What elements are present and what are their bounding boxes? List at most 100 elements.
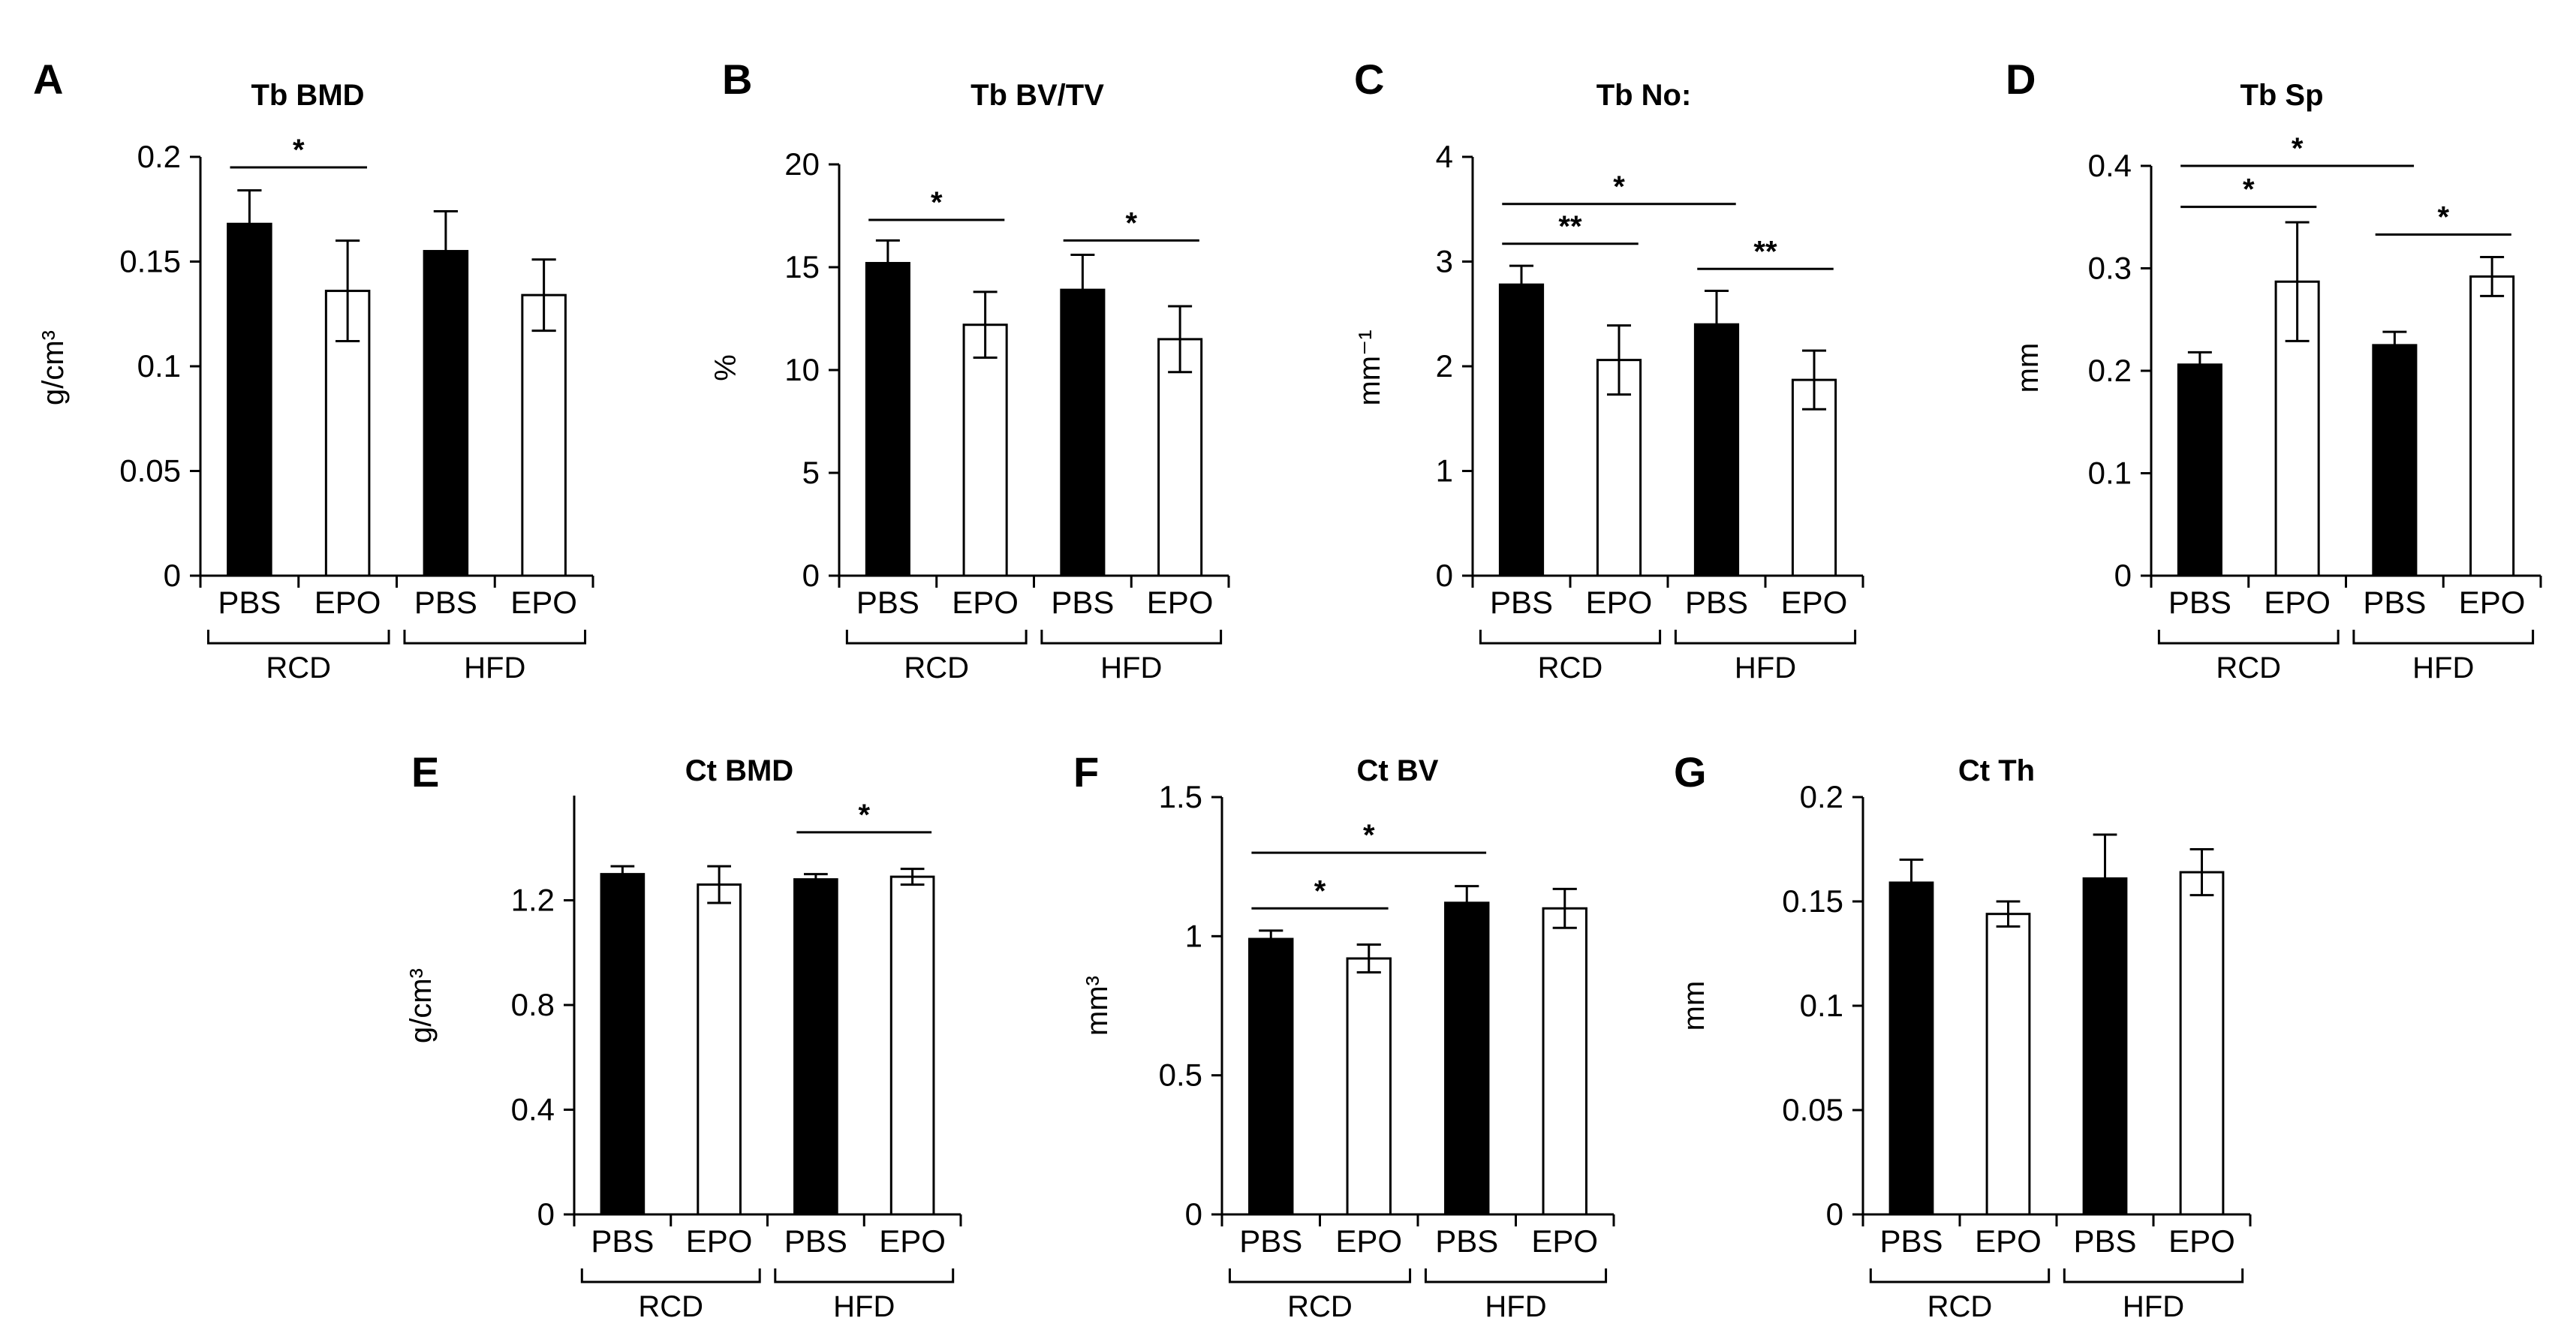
y-tick-label: 0.1 (2088, 456, 2132, 491)
bar-pbs (2177, 363, 2222, 577)
bar-pbs (1693, 323, 1740, 577)
y-tick-label: 1.5 (1159, 779, 1202, 814)
x-category-label: PBS (1685, 585, 1748, 620)
significance-label: * (1125, 206, 1137, 239)
bar-pbs (865, 262, 910, 577)
x-category-label: PBS (1239, 1223, 1302, 1259)
y-tick-label: 0.05 (119, 453, 181, 489)
y-axis-label: mm⁻¹ (1353, 329, 1386, 405)
panel-letter: A (33, 56, 63, 103)
group-label: HFD (464, 651, 525, 685)
x-category-label: EPO (952, 585, 1019, 620)
x-category-label: EPO (1335, 1223, 1402, 1259)
y-tick-label: 0.8 (511, 987, 555, 1022)
y-tick-label: 0.15 (119, 244, 181, 279)
bar-epo (2469, 275, 2515, 577)
bar-epo (889, 875, 935, 1216)
panel-letter: D (2006, 56, 2036, 103)
significance-label: * (1363, 819, 1375, 852)
bar-epo (1157, 338, 1203, 577)
x-category-label: PBS (1490, 585, 1553, 620)
group-label: RCD (1287, 1290, 1353, 1323)
bar-epo (1791, 378, 1837, 577)
y-axis-label: g/cm³ (37, 330, 70, 405)
x-category-label: PBS (1051, 585, 1114, 620)
group-label: HFD (1735, 651, 1796, 685)
bar-pbs (1248, 937, 1294, 1216)
group-bracket (2063, 1268, 2244, 1283)
bar-epo (2179, 871, 2225, 1216)
x-category-label: EPO (2459, 585, 2526, 620)
significance-label: ** (1753, 235, 1777, 268)
y-axis-label: mm³ (1081, 976, 1114, 1036)
bar-pbs (793, 878, 838, 1216)
bar-pbs (1444, 901, 1490, 1216)
group-bracket (1424, 1268, 1608, 1283)
bar-pbs (600, 873, 646, 1216)
significance-label: * (1613, 170, 1625, 203)
bar-pbs (1888, 881, 1934, 1216)
group-bracket (2352, 630, 2535, 645)
x-category-label: PBS (2363, 585, 2426, 620)
y-tick-label: 0.1 (137, 348, 181, 384)
bar-epo (697, 883, 742, 1216)
panel-letter: F (1073, 748, 1099, 796)
group-label: HFD (833, 1290, 895, 1323)
group-label: RCD (1927, 1290, 1993, 1323)
significance-label: ** (1558, 210, 1582, 243)
group-label: RCD (638, 1290, 703, 1323)
y-tick-label: 0 (537, 1196, 555, 1232)
significance-label: * (2243, 173, 2255, 206)
chart-title: Tb No: (1596, 79, 1692, 112)
panel-b: B Tb BV/TV% 0 5 10 15 20 PBS EPO PBS EPO RCD HFD * * (709, 56, 1230, 685)
y-tick-label: 0.4 (2088, 148, 2132, 183)
group-bracket (206, 630, 390, 645)
x-category-label: EPO (1781, 585, 1848, 620)
x-category-label: PBS (2168, 585, 2231, 620)
group-label: HFD (1485, 1290, 1546, 1323)
y-axis-label: mm (1678, 981, 1711, 1031)
y-tick-label: 0.2 (1800, 779, 1843, 814)
x-category-label: PBS (218, 585, 281, 620)
y-tick-label: 0.3 (2088, 251, 2132, 286)
y-tick-label: 10 (784, 352, 820, 387)
y-tick-label: 5 (802, 455, 820, 490)
x-category-label: EPO (879, 1223, 946, 1259)
panel-e: E Ct BMD g/cm³ 0 0.4 0.8 1.2 PBS EPO PBS EPO RCD HFD… (405, 748, 962, 1323)
group-bracket (1040, 630, 1223, 645)
y-tick-label: 0.1 (1800, 988, 1843, 1023)
group-bracket (1869, 1268, 2051, 1283)
panel-a: A Tb BMD g/cm³ 0 0.05 0.1 0.15 0.2 PBS EPO PBS EPO R… (33, 56, 594, 685)
panel-g: G Ct Th mm 0 0.05 0.1 0.15 0.2 PBS EPO PBS EPO RCD HF… (1674, 748, 2252, 1323)
x-category-label: EPO (2264, 585, 2331, 620)
y-tick-label: 0.15 (1782, 883, 1843, 919)
x-category-label: PBS (1435, 1223, 1498, 1259)
y-tick-label: 0 (802, 558, 820, 593)
group-label: RCD (2216, 651, 2281, 685)
y-tick-label: 15 (784, 249, 820, 284)
y-tick-label: 0.5 (1159, 1058, 1202, 1093)
panel-f: F Ct BV mm³ 0 0.5 1 1.5 PBS EPO PBS EPO RCD HFD * * (1073, 748, 1615, 1323)
x-category-label: EPO (510, 585, 577, 620)
bar-epo (1346, 957, 1392, 1216)
group-bracket (845, 630, 1028, 645)
x-category-label: PBS (2073, 1223, 2136, 1259)
panel-letter: G (1674, 748, 1707, 796)
group-bracket (2157, 630, 2340, 645)
chart-title: Ct BV (1357, 754, 1439, 787)
group-bracket (774, 1268, 955, 1283)
bar-epo (1596, 359, 1642, 577)
group-label: RCD (1538, 651, 1603, 685)
chart-title: Tb BMD (251, 79, 364, 112)
x-category-label: EPO (1147, 585, 1214, 620)
bar-epo (521, 293, 567, 577)
group-bracket (403, 630, 587, 645)
panel-letter: E (411, 748, 439, 796)
group-label: RCD (904, 651, 969, 685)
y-tick-label: 0 (1436, 558, 1453, 593)
significance-label: * (293, 134, 305, 167)
y-tick-label: 0.2 (137, 139, 181, 174)
y-tick-label: 0.05 (1782, 1092, 1843, 1127)
y-tick-label: 20 (784, 146, 820, 182)
